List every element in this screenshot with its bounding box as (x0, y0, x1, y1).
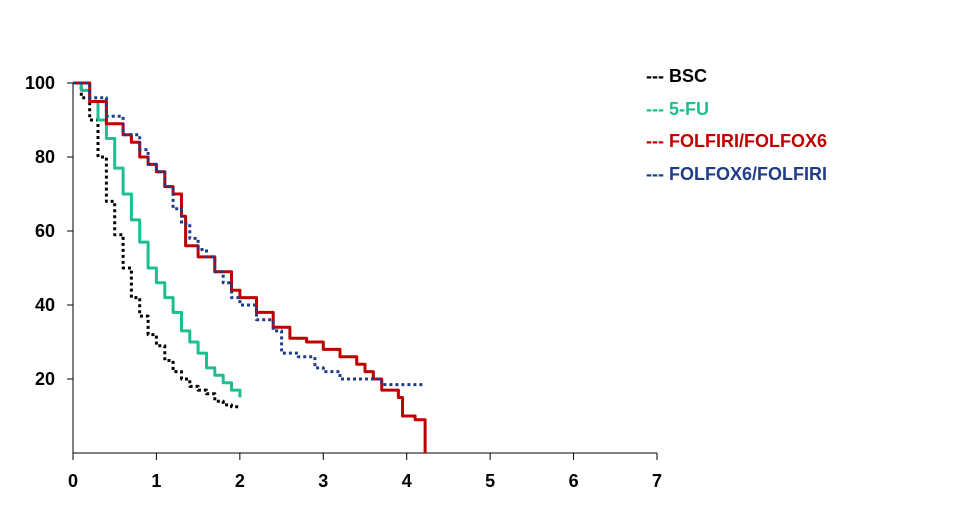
x-tick-label: 0 (68, 471, 78, 491)
legend-dash: --- (646, 98, 669, 119)
chart-series (73, 81, 427, 453)
legend-label-folfiri-folfox6: FOLFIRI/FOLFOX6 (668, 131, 827, 151)
legend-label-5fu: 5-FU (668, 98, 709, 119)
series-line-5-fu (73, 81, 242, 398)
y-tick-label: 80 (35, 147, 55, 167)
y-tick-label: 40 (35, 295, 55, 315)
legend-label-folfox6-folfiri: FOLFOX6/FOLFIRI (668, 163, 827, 184)
x-tick-label: 2 (235, 471, 245, 491)
legend-item-5fu: --- 5-FU (646, 93, 827, 126)
y-tick-label: 20 (35, 369, 55, 389)
legend-dash: --- (646, 131, 669, 151)
chart-axes: 0 1 2 3 4 5 6 7 20 40 60 80 100 (25, 73, 662, 491)
x-tick-label: 3 (318, 471, 328, 491)
x-tick-label: 1 (151, 471, 161, 491)
legend-dash: --- (646, 163, 669, 184)
series-line-folfiri-folfox6 (73, 81, 427, 453)
legend-item-folfox6-folfiri: --- FOLFOX6/FOLFIRI (646, 158, 827, 191)
y-tick-label: 60 (35, 221, 55, 241)
chart-legend: --- BSC --- 5-FU --- FOLFIRI/FOLFOX6 ---… (646, 60, 827, 190)
x-tick-label: 6 (569, 471, 579, 491)
series-line-folfox6-folfiri (73, 81, 424, 387)
x-tick-label: 7 (652, 471, 662, 491)
legend-item-bsc: --- BSC (646, 60, 827, 93)
series-line-bsc (73, 81, 240, 409)
x-tick-label: 4 (402, 471, 412, 491)
legend-item-folfiri-folfox6: --- FOLFIRI/FOLFOX6 (646, 125, 827, 158)
y-tick-label: 100 (25, 73, 55, 93)
x-tick-label: 5 (485, 471, 495, 491)
legend-label-bsc: BSC (668, 66, 707, 86)
legend-dash: --- (646, 66, 669, 86)
